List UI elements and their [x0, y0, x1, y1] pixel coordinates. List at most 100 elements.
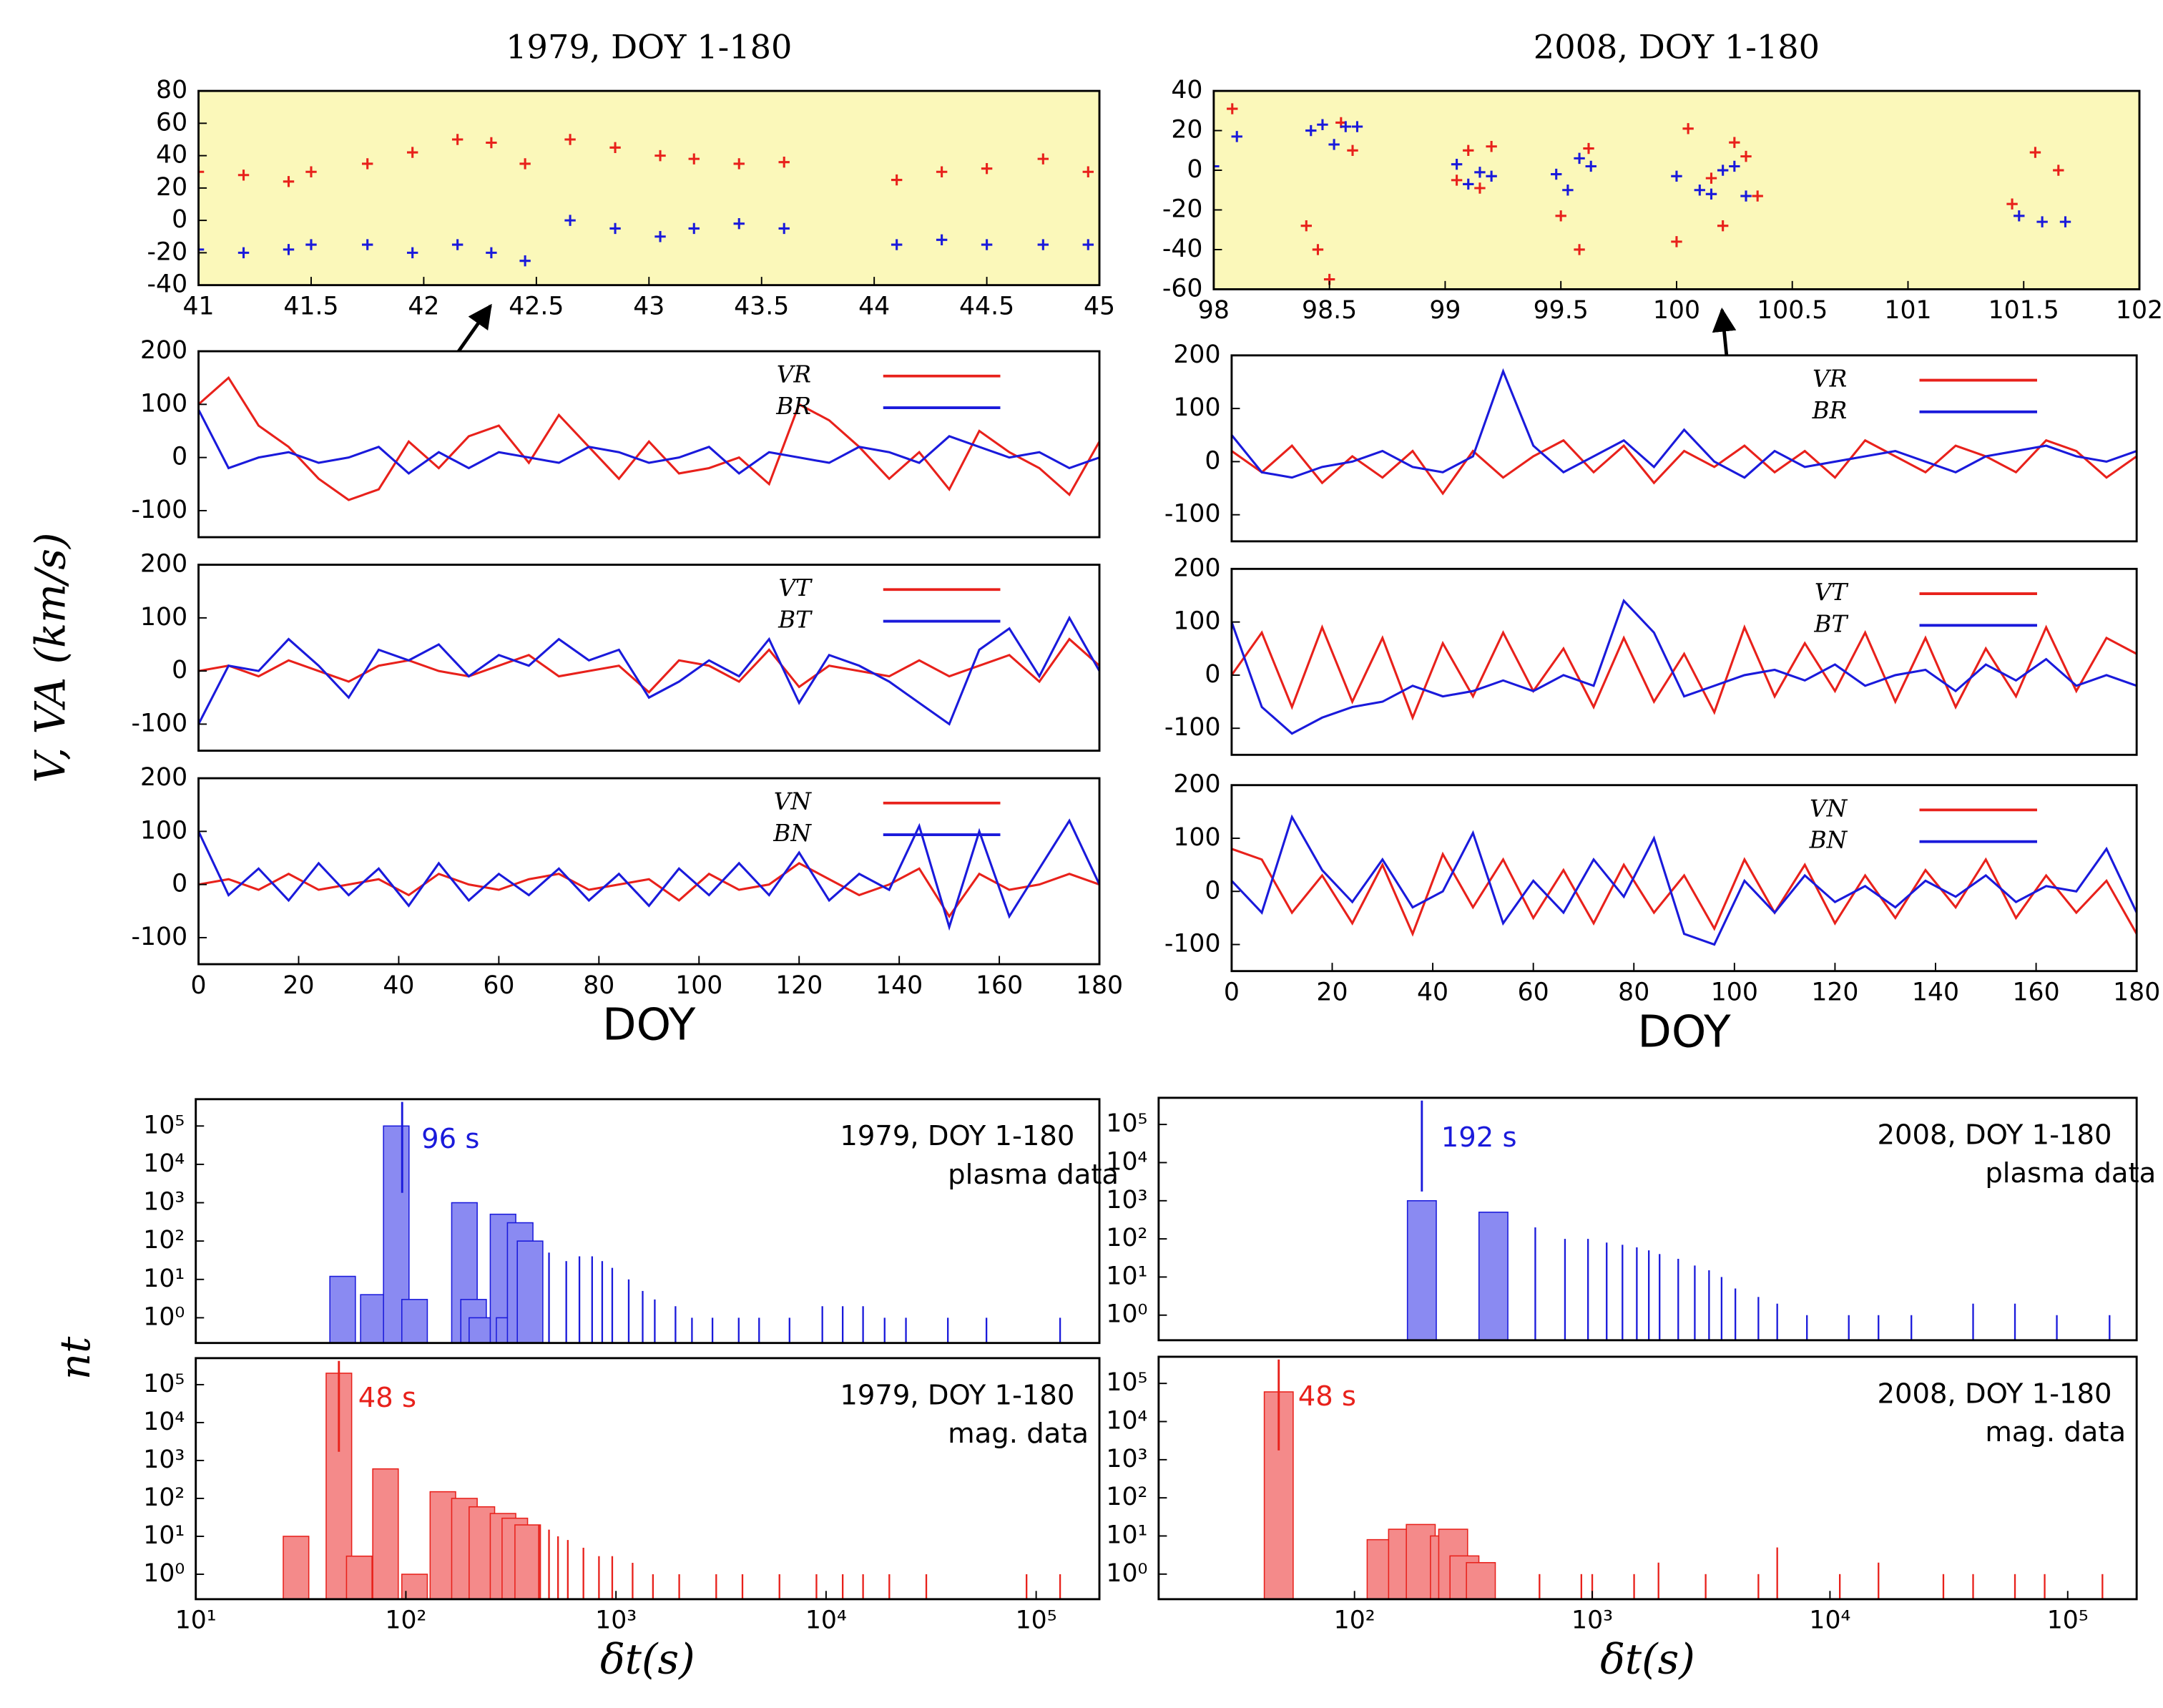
x-tick-label: 43 — [633, 292, 664, 320]
y-tick-label: 10⁰ — [1106, 1300, 1147, 1329]
y-tick-label: -100 — [131, 709, 187, 737]
point — [1474, 167, 1486, 178]
bar — [1406, 1200, 1437, 1340]
point — [305, 166, 317, 177]
y-axis-label: V, VA (km/s) — [26, 532, 74, 782]
plot-marks — [198, 615, 1100, 726]
y-axis-label: nt — [51, 1336, 99, 1380]
y-tick-label: 0 — [1205, 876, 1220, 905]
y-tick-label: 10⁴ — [1106, 1147, 1147, 1176]
panel-title: 2008, DOY 1-180 — [1534, 27, 1820, 66]
series-line — [1231, 599, 2137, 735]
legend-label: VT — [779, 574, 813, 602]
plot-area — [1231, 785, 2137, 971]
bar — [1972, 1574, 1974, 1599]
point — [1463, 144, 1474, 157]
x-tick-label: 43.5 — [734, 292, 789, 320]
point — [486, 247, 497, 259]
y-tick-label: 10² — [143, 1483, 185, 1512]
y-tick-label: 20 — [1171, 116, 1202, 144]
y-tick-label: 10² — [1106, 1483, 1147, 1511]
point — [237, 170, 250, 181]
y-tick-label: 10⁵ — [143, 1370, 185, 1398]
panel-label: mag. data — [1985, 1416, 2126, 1448]
bar — [1776, 1303, 1778, 1340]
series-line — [198, 862, 1100, 918]
y-tick-label: 200 — [140, 336, 187, 365]
panel-title: 1979, DOY 1-180 — [506, 27, 792, 66]
x-tick-label: 10⁴ — [1809, 1606, 1850, 1635]
point — [1347, 144, 1358, 157]
bar — [401, 1299, 428, 1343]
x-tick-label: 10³ — [1571, 1606, 1613, 1635]
y-tick-label: -100 — [1164, 713, 1221, 742]
y-tick-label: 100 — [140, 816, 187, 845]
legend-label: BN — [1809, 827, 1848, 854]
x-tick-label: 140 — [876, 971, 923, 1000]
x-tick-label: 44 — [858, 292, 890, 320]
point — [1705, 172, 1717, 184]
y-tick-label: 10⁰ — [143, 1302, 185, 1331]
point — [519, 158, 531, 170]
bar — [841, 1574, 844, 1599]
bar — [1720, 1277, 1723, 1340]
point — [654, 231, 666, 242]
point — [1705, 188, 1717, 200]
point — [1312, 244, 1324, 255]
bar — [883, 1317, 886, 1343]
point — [451, 134, 464, 145]
bar — [2056, 1315, 2058, 1340]
legend-label: BN — [772, 820, 812, 847]
panel-label: 1979, DOY 1-180 — [840, 1379, 1074, 1411]
point — [981, 239, 993, 250]
point — [1671, 170, 1682, 182]
point — [654, 149, 666, 162]
frame — [197, 564, 1101, 752]
point — [1213, 160, 1220, 172]
x-tick-label: 10⁴ — [805, 1606, 847, 1635]
point — [1740, 190, 1752, 202]
x-tick-label: 10³ — [595, 1606, 637, 1635]
y-tick-label: 10¹ — [1106, 1262, 1147, 1290]
y-tick-label: 40 — [156, 141, 187, 170]
x-tick-label: 42.5 — [509, 292, 564, 320]
y-tick-label: 20 — [156, 173, 187, 202]
point — [1227, 103, 1238, 114]
point — [1463, 178, 1474, 190]
bar — [627, 1279, 630, 1343]
point — [519, 255, 531, 267]
point — [891, 174, 903, 186]
point — [1300, 220, 1312, 232]
y-tick-label: 10¹ — [143, 1521, 185, 1550]
x-tick-label: 99.5 — [1534, 296, 1589, 325]
point — [778, 156, 790, 168]
y-tick-label: 10⁵ — [143, 1111, 185, 1139]
point — [283, 176, 295, 187]
y-tick-label: 0 — [172, 443, 187, 471]
bar — [360, 1294, 387, 1343]
plot-area — [1231, 569, 2137, 755]
bar — [862, 1306, 864, 1343]
plot-marks — [198, 818, 1100, 931]
x-tick-label: 40 — [1417, 978, 1448, 1007]
point — [688, 222, 700, 235]
point — [2006, 198, 2018, 210]
bar — [1878, 1315, 1880, 1340]
x-tick-label: 10⁵ — [2047, 1606, 2089, 1635]
point — [1317, 119, 1328, 130]
annotation-label: 48 s — [1298, 1380, 1356, 1413]
point — [733, 158, 745, 170]
point — [451, 239, 464, 250]
bar — [283, 1536, 310, 1599]
point — [564, 134, 576, 145]
plot-marks — [1231, 814, 2137, 946]
y-tick-label: 0 — [1205, 660, 1220, 689]
x-tick-label: 80 — [583, 971, 614, 1000]
bar — [578, 1256, 581, 1343]
bar — [815, 1574, 818, 1599]
y-tick-label: -100 — [1164, 500, 1221, 529]
point — [1717, 220, 1729, 232]
bar — [601, 1261, 604, 1343]
point — [198, 244, 205, 255]
